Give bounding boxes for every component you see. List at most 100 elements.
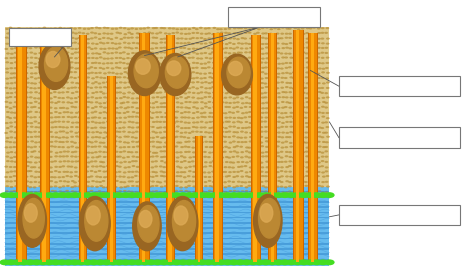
- Circle shape: [160, 137, 164, 139]
- Circle shape: [123, 117, 127, 119]
- Circle shape: [163, 175, 166, 178]
- Circle shape: [162, 171, 166, 173]
- Circle shape: [280, 181, 283, 183]
- Circle shape: [155, 111, 159, 113]
- Circle shape: [317, 141, 321, 143]
- Circle shape: [134, 160, 138, 162]
- Circle shape: [57, 171, 61, 173]
- Circle shape: [237, 141, 240, 143]
- Circle shape: [254, 192, 264, 198]
- Ellipse shape: [139, 210, 152, 228]
- Circle shape: [298, 155, 301, 157]
- Circle shape: [188, 38, 192, 40]
- Circle shape: [75, 91, 79, 93]
- Circle shape: [260, 121, 264, 123]
- Circle shape: [228, 82, 231, 85]
- Circle shape: [135, 37, 139, 39]
- Circle shape: [281, 27, 285, 29]
- Circle shape: [240, 37, 244, 39]
- Circle shape: [95, 101, 99, 103]
- Circle shape: [191, 57, 195, 59]
- Circle shape: [164, 191, 167, 193]
- Circle shape: [265, 146, 269, 148]
- Circle shape: [180, 195, 183, 197]
- Circle shape: [305, 52, 309, 54]
- Circle shape: [75, 136, 79, 138]
- Circle shape: [91, 96, 94, 98]
- Circle shape: [301, 102, 304, 104]
- Circle shape: [187, 195, 191, 197]
- Circle shape: [290, 196, 293, 198]
- Circle shape: [85, 112, 89, 114]
- Circle shape: [111, 111, 115, 114]
- Circle shape: [33, 87, 37, 89]
- Circle shape: [268, 43, 272, 45]
- Circle shape: [41, 101, 45, 103]
- Circle shape: [305, 47, 309, 49]
- Circle shape: [160, 77, 164, 79]
- Circle shape: [83, 145, 87, 147]
- Circle shape: [280, 37, 283, 39]
- Circle shape: [38, 66, 42, 69]
- Circle shape: [46, 102, 49, 104]
- Circle shape: [277, 121, 281, 123]
- Circle shape: [25, 195, 28, 197]
- Circle shape: [13, 72, 17, 75]
- Circle shape: [82, 136, 86, 138]
- Circle shape: [87, 67, 91, 70]
- Circle shape: [115, 48, 118, 50]
- Circle shape: [318, 91, 321, 93]
- Circle shape: [63, 62, 66, 64]
- Circle shape: [34, 66, 38, 68]
- Circle shape: [313, 42, 317, 44]
- Circle shape: [223, 151, 227, 153]
- Circle shape: [135, 185, 139, 187]
- Circle shape: [30, 72, 34, 75]
- Circle shape: [219, 86, 223, 88]
- Circle shape: [167, 107, 171, 109]
- Circle shape: [82, 63, 86, 65]
- Circle shape: [46, 126, 50, 128]
- Circle shape: [306, 170, 310, 173]
- Circle shape: [249, 191, 253, 193]
- Circle shape: [273, 91, 277, 93]
- Circle shape: [9, 32, 12, 34]
- Circle shape: [79, 166, 82, 169]
- Circle shape: [10, 48, 14, 50]
- Circle shape: [212, 106, 216, 108]
- Circle shape: [118, 196, 122, 198]
- Circle shape: [146, 192, 156, 198]
- Circle shape: [138, 171, 142, 173]
- Circle shape: [90, 66, 93, 68]
- Circle shape: [310, 116, 313, 118]
- Circle shape: [277, 176, 281, 178]
- Circle shape: [221, 48, 225, 50]
- Circle shape: [212, 176, 216, 178]
- Circle shape: [99, 67, 102, 69]
- Circle shape: [158, 111, 162, 113]
- Circle shape: [228, 117, 232, 119]
- Circle shape: [192, 151, 196, 153]
- Circle shape: [268, 141, 272, 143]
- Circle shape: [9, 186, 13, 188]
- Circle shape: [248, 116, 252, 118]
- Circle shape: [29, 102, 33, 104]
- Circle shape: [247, 147, 251, 149]
- Circle shape: [130, 176, 134, 178]
- Circle shape: [139, 53, 143, 55]
- Circle shape: [317, 52, 320, 54]
- Circle shape: [225, 102, 228, 104]
- Circle shape: [98, 146, 101, 148]
- Circle shape: [170, 171, 174, 173]
- Circle shape: [131, 185, 135, 187]
- Circle shape: [66, 185, 70, 187]
- Circle shape: [317, 27, 320, 30]
- Circle shape: [17, 126, 20, 128]
- Circle shape: [34, 136, 38, 138]
- Circle shape: [70, 166, 73, 168]
- Circle shape: [321, 195, 325, 197]
- Circle shape: [277, 155, 281, 157]
- Circle shape: [70, 141, 74, 143]
- Circle shape: [264, 186, 268, 188]
- Circle shape: [126, 111, 130, 113]
